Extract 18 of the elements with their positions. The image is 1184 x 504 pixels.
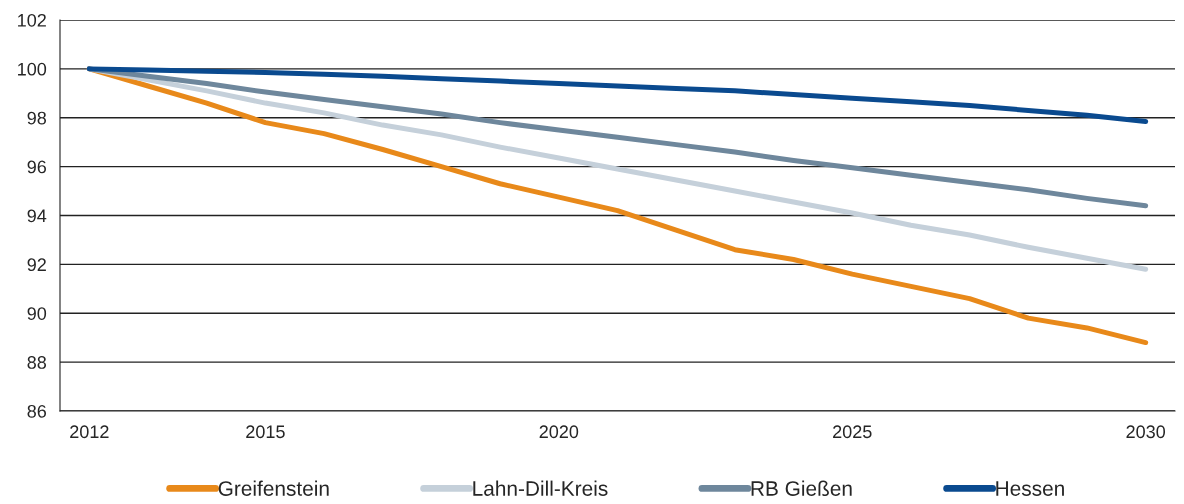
x-tick-label: 2020 bbox=[539, 425, 579, 439]
x-tick-label: 2015 bbox=[246, 425, 285, 439]
y-tick-label: 102 bbox=[18, 13, 46, 27]
y-tick-label: 90 bbox=[27, 307, 47, 320]
legend-label: Greifenstein bbox=[218, 480, 329, 496]
legend-label: Lahn-Dill-Kreis bbox=[473, 480, 608, 496]
y-tick-label: 96 bbox=[27, 160, 47, 174]
y-tick-label: 88 bbox=[27, 356, 47, 369]
y-tick-label: 92 bbox=[27, 258, 46, 272]
x-tick-label: 2030 bbox=[1126, 425, 1166, 439]
legend-label: Hessen bbox=[996, 481, 1064, 496]
y-tick-label: 98 bbox=[27, 111, 47, 125]
y-tick-label: 94 bbox=[27, 209, 47, 223]
x-tick-label: 2025 bbox=[833, 425, 872, 439]
x-tick-label: 2012 bbox=[70, 425, 109, 439]
legend-label: RB Gießen bbox=[751, 480, 852, 496]
y-tick-label: 100 bbox=[18, 62, 47, 76]
y-tick-label: 86 bbox=[27, 404, 47, 418]
